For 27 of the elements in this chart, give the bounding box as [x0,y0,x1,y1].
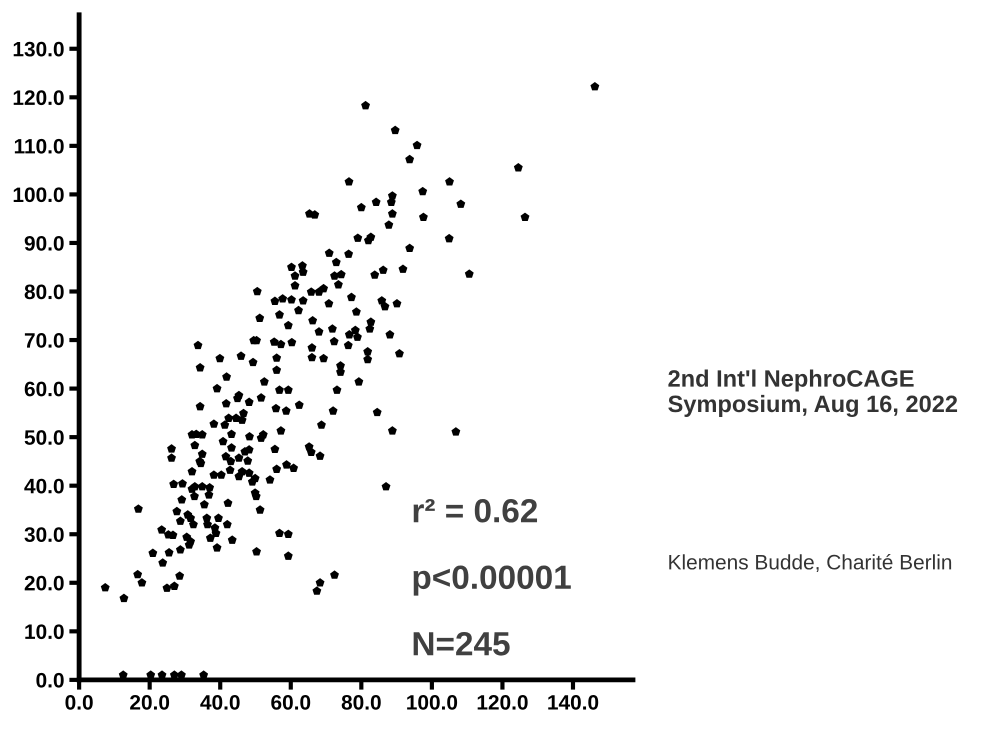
x-tick-label: 140.0 [548,695,598,710]
y-tick-label: 20.0 [24,576,64,591]
y-tick-label: 100.0 [14,187,64,202]
y-tick-label: 60.0 [24,382,64,396]
annotation: r² = 0.62 [414,498,538,523]
y-tick-label: 10.0 [25,624,64,640]
x-tick-label: 100.0 [407,695,458,710]
x-tick-label: 40.0 [200,695,240,710]
x-tick-label: 60.0 [271,695,310,710]
y-tick-label: 80.0 [24,284,64,300]
y-tick-label: 70.0 [24,333,64,348]
y-tick-label: 130.0 [14,42,64,57]
x-tick-label: 120.0 [478,695,528,710]
annotation: N=245 [414,632,510,656]
y-tick-label: 50.0 [24,430,64,445]
text: Klemens Budde, Charité Berlin [669,554,952,572]
annotation: p<0.00001 [414,565,571,596]
y-tick-label: 110.0 [14,138,64,154]
x-tick-label: 0.0 [65,695,93,710]
x-tick-label: 80.0 [342,695,381,710]
y-tick-label: 40.0 [24,478,64,494]
y-tick-label: 0.0 [36,672,64,688]
text: 2nd Int'l NephroCAGE Symposium, Aug 16, 2022 [668,370,958,418]
y-tick-label: 90.0 [24,236,64,251]
y-tick-label: 120.0 [14,90,64,106]
y-tick-label: 30.0 [24,527,64,542]
x-tick-label: 20.0 [130,695,170,710]
